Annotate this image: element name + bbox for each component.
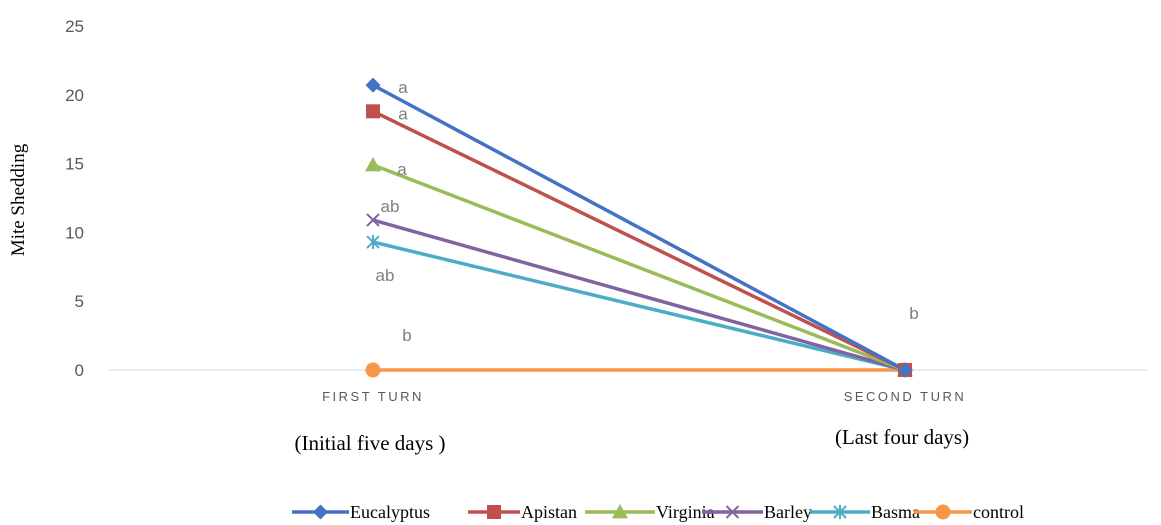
- series-line-virginia: [372, 163, 906, 372]
- series-line-eucalyptus: [372, 83, 906, 372]
- legend-label: Eucalyptus: [350, 502, 430, 522]
- legend-item: Virginia: [585, 502, 715, 522]
- marker-square: [487, 505, 501, 519]
- x-tick-label: SECOND TURN: [844, 389, 967, 404]
- y-tick-label: 25: [65, 17, 84, 36]
- annotation-label: ab: [381, 197, 400, 216]
- legend-item: Basma: [810, 502, 920, 522]
- marker-triangle: [612, 504, 628, 519]
- legend-label: Barley: [764, 502, 812, 522]
- annotation-label: a: [397, 160, 407, 179]
- x-axis-ticks: FIRST TURN SECOND TURN: [322, 389, 967, 404]
- marker-circle: [935, 504, 951, 520]
- legend: Eucalyptus Apistan Virginia Barley Basma cont…: [292, 502, 1024, 522]
- marker-circle: [365, 362, 381, 378]
- annotation-label: a: [398, 78, 408, 97]
- marker-x: [725, 505, 740, 519]
- series-line-barley: [372, 218, 906, 372]
- marker-x: [366, 213, 380, 227]
- series-line-basma: [372, 240, 906, 372]
- annotation-label: b: [402, 326, 411, 345]
- series-markers: [365, 77, 913, 378]
- x-axis-sublabels: (Initial five days ) (Last four days): [294, 425, 969, 455]
- y-tick-label: 5: [75, 292, 84, 311]
- legend-item: Eucalyptus: [292, 502, 430, 522]
- marker-triangle: [365, 156, 381, 172]
- legend-label: Virginia: [656, 502, 715, 522]
- legend-item: control: [914, 502, 1024, 522]
- legend-label: Basma: [871, 502, 920, 522]
- y-tick-label: 20: [65, 86, 84, 105]
- x-category-sublabel: (Last four days): [835, 425, 969, 449]
- legend-item: Apistan: [468, 502, 577, 522]
- y-tick-label: 10: [65, 223, 84, 242]
- legend-label: control: [973, 502, 1024, 522]
- marker-diamond: [897, 362, 913, 378]
- legend-item: Barley: [702, 502, 812, 522]
- marker-square: [366, 104, 380, 119]
- x-tick-label: FIRST TURN: [322, 389, 424, 404]
- y-axis-ticks: 0 5 10 15 20 25: [65, 17, 84, 380]
- series-lines: [372, 83, 906, 372]
- marker-diamond: [313, 504, 328, 520]
- x-category-sublabel: (Initial five days ): [294, 431, 445, 455]
- y-tick-label: 15: [65, 155, 84, 174]
- marker-star: [833, 505, 847, 519]
- series-line-apistan: [372, 109, 906, 372]
- y-tick-label: 0: [75, 361, 84, 380]
- y-axis-label: Mite Shedding: [8, 143, 29, 256]
- legend-label: Apistan: [521, 502, 577, 522]
- marker-diamond: [365, 77, 381, 93]
- annotation-label: b: [909, 304, 918, 323]
- marker-star: [366, 235, 380, 250]
- annotation-label: a: [398, 104, 408, 123]
- annotation-label: ab: [376, 266, 395, 285]
